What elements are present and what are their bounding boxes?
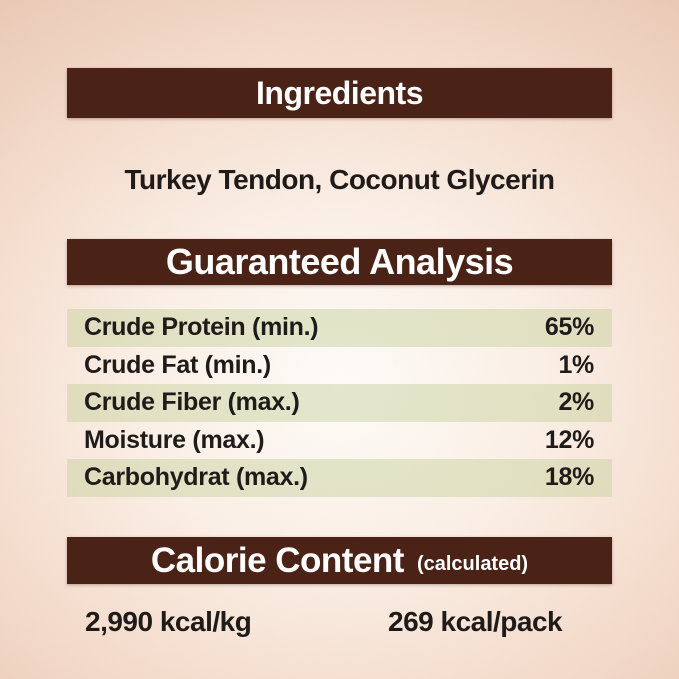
ingredients-list: Turkey Tendon, Coconut Glycerin: [124, 164, 555, 195]
table-row: Crude Protein (min.) 65%: [67, 309, 612, 347]
ingredients-header-bar: Ingredients: [67, 68, 612, 118]
calorie-content-title: Calorie Content: [150, 540, 405, 580]
nutrient-label: Carbohydrat (max.): [84, 463, 308, 492]
kcal-per-kg-value: 2,990 kcal/kg: [85, 606, 252, 637]
kcal-per-pack-value: 269 kcal/pack: [388, 606, 563, 637]
calorie-content-subtitle: (calculated): [416, 553, 529, 575]
guaranteed-analysis-title: Guaranteed Analysis: [165, 241, 514, 282]
guaranteed-analysis-table: Crude Protein (min.) 65% Crude Fat (min.…: [67, 309, 612, 497]
table-row: Crude Fiber (max.) 2%: [67, 384, 612, 422]
nutrient-value: 18%: [544, 463, 594, 492]
nutrient-value: 12%: [544, 425, 594, 454]
table-row: Carbohydrat (max.) 18%: [67, 459, 612, 497]
nutrient-value: 65%: [544, 313, 594, 342]
ingredients-title: Ingredients: [256, 74, 423, 111]
guaranteed-analysis-header-bar: Guaranteed Analysis: [67, 239, 612, 285]
nutrient-label: Crude Fat (min.): [84, 350, 271, 379]
nutrient-label: Moisture (max.): [84, 425, 265, 454]
nutrient-label: Crude Fiber (max.): [84, 388, 300, 417]
nutrient-label: Crude Protein (min.): [84, 313, 319, 342]
calorie-content-header-bar: Calorie Content (calculated): [67, 537, 612, 584]
table-row: Crude Fat (min.) 1%: [67, 347, 612, 385]
calorie-values-row: 2,990 kcal/kg 269 kcal/pack: [0, 603, 679, 641]
nutrient-value: 2%: [558, 388, 594, 417]
nutrient-value: 1%: [558, 350, 594, 379]
table-row: Moisture (max.) 12%: [67, 422, 612, 460]
